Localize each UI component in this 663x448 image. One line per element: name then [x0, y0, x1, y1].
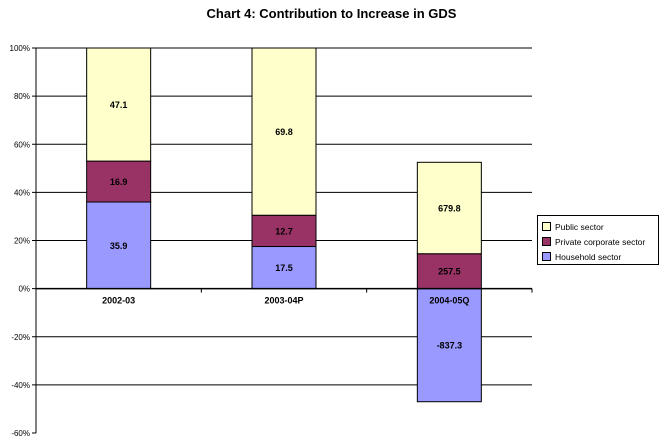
data-label: 47.1	[110, 100, 128, 110]
bar-segment	[416, 253, 482, 290]
data-label: 16.9	[110, 177, 128, 187]
y-tick-label: 20%	[14, 237, 30, 246]
y-tick-label: -20%	[11, 333, 30, 342]
legend-swatch	[542, 237, 551, 246]
legend-label: Private corporate sector	[555, 236, 646, 247]
bars	[86, 47, 482, 403]
bar-segment	[251, 214, 317, 248]
y-tick-label: 0%	[18, 285, 30, 294]
data-label: 69.8	[275, 127, 293, 137]
x-tick-label: 2002-03	[102, 296, 135, 306]
bar-segment	[416, 161, 482, 255]
legend-label: Household sector	[555, 251, 622, 262]
y-tick-label: 60%	[14, 140, 30, 149]
bar-segment	[251, 47, 317, 216]
bar-segment	[86, 160, 152, 203]
y-tick-label: 40%	[14, 188, 30, 197]
data-label: 35.9	[110, 241, 128, 251]
y-tick-label: 80%	[14, 92, 30, 101]
labels: 35.9 16.9 47.1 2002-03 17.5 12.7 69.8 2003-04P -…	[102, 100, 469, 351]
x-tick-label: 2004-05Q	[429, 296, 469, 306]
bar-segment	[251, 246, 317, 290]
legend-swatch	[542, 222, 551, 231]
legend-swatch	[542, 252, 551, 261]
legend-item: Private corporate sector	[542, 234, 654, 249]
bar-segment	[86, 47, 152, 162]
legend-item: Public sector	[542, 219, 654, 234]
legend: Public sector Private corporate sector Hou…	[537, 215, 659, 265]
chart-title: Chart 4: Contribution to Increase in GDS	[206, 6, 457, 21]
data-label: 257.5	[438, 267, 461, 277]
data-label: 17.5	[275, 263, 293, 273]
data-label: -837.3	[437, 341, 463, 351]
legend-label: Public sector	[555, 221, 604, 232]
bar-segment	[416, 288, 482, 403]
axes: 100% 80% 60% 40% 20% 0% -20% -40% -60%	[10, 44, 533, 438]
y-tick-label: -40%	[11, 381, 30, 390]
data-label: 679.8	[438, 204, 461, 214]
x-tick-label: 2003-04P	[264, 296, 303, 306]
y-tick-label: 100%	[10, 44, 30, 53]
y-tick-label: -60%	[11, 429, 30, 438]
legend-item: Household sector	[542, 249, 654, 264]
data-label: 12.7	[275, 226, 293, 236]
